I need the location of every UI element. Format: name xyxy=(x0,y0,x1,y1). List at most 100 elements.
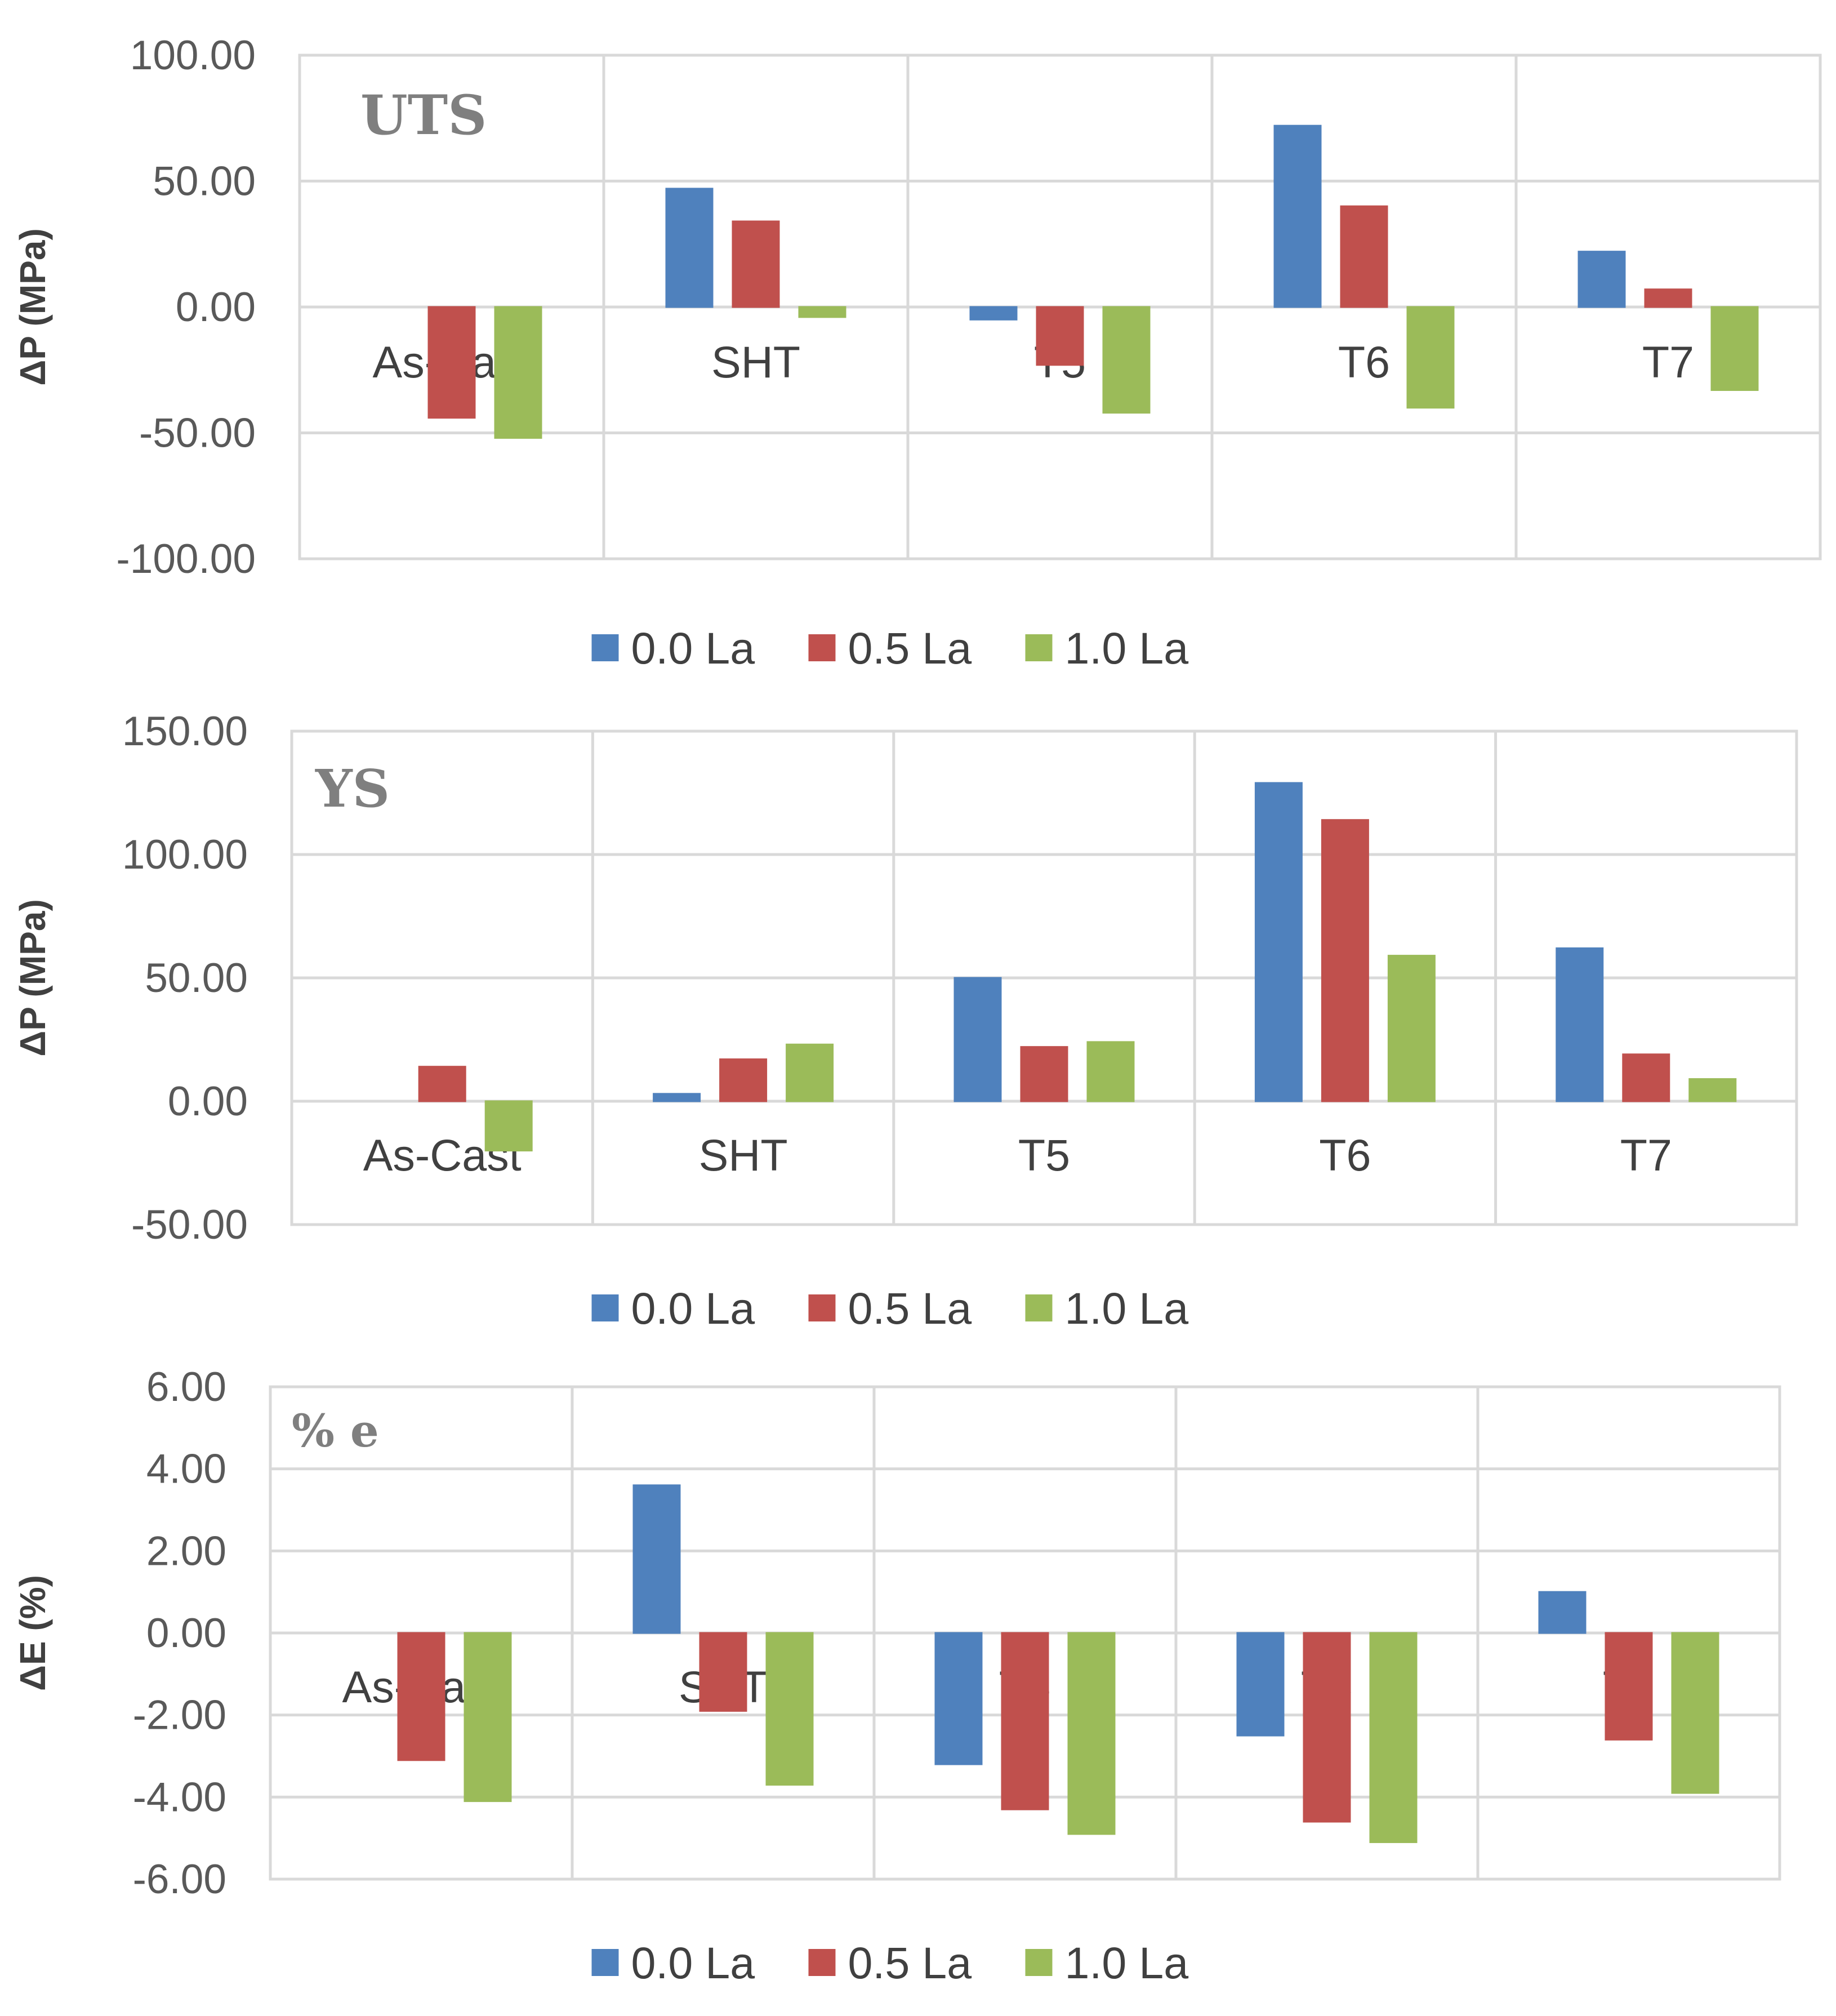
ys-bar-0-5-la-t7 xyxy=(1622,1053,1670,1102)
uts-y-tick-label: 100.00 xyxy=(130,33,256,78)
ys-y-tick-label: -50.00 xyxy=(131,1202,248,1248)
elongation-plot-frame xyxy=(269,1385,1781,1881)
uts-legend-swatch-0-5-la xyxy=(808,634,836,661)
elongation-y-tick-label: 6.00 xyxy=(146,1364,226,1410)
ys-category-label: SHT xyxy=(699,1130,788,1180)
ys-bar-0-0-la-t5 xyxy=(953,977,1002,1102)
uts-bar-0-5-la-t7 xyxy=(1644,288,1692,308)
ys-y-tick-label: 0.00 xyxy=(168,1079,248,1124)
elongation-legend-swatch-0-5-la xyxy=(808,1949,836,1976)
uts-bar-0-5-la-t6 xyxy=(1340,205,1388,308)
ys-bar-0-0-la-t7 xyxy=(1556,947,1604,1102)
ys-panel-title: YS xyxy=(315,758,390,819)
uts-category-label: SHT xyxy=(711,337,800,387)
ys-bar-0-5-la-t6 xyxy=(1321,819,1369,1102)
uts-bar-0-0-la-t7 xyxy=(1577,251,1626,308)
ys-legend-label-1-0-la: 1.0 La xyxy=(1065,1283,1189,1333)
elongation-y-tick-label: 0.00 xyxy=(146,1610,226,1656)
uts-bar-0-0-la-t5 xyxy=(969,306,1018,321)
ys-legend-swatch-0-5-la xyxy=(808,1294,836,1321)
ys-bar-0-5-la-t5 xyxy=(1020,1046,1068,1102)
elongation-legend-label-0-0-la: 0.0 La xyxy=(631,1938,755,1988)
elongation-bar-1-0-la-as-cast xyxy=(464,1632,512,1803)
uts-bar-1-0-la-sht xyxy=(798,306,846,318)
elongation-panel-title: % e xyxy=(292,1404,379,1457)
elongation-legend-swatch-0-0-la xyxy=(591,1949,619,1976)
uts-bar-0-5-la-sht xyxy=(732,220,780,308)
elongation-legend-label-0-5-la: 0.5 La xyxy=(848,1938,972,1988)
ys-y-tick-label: 100.00 xyxy=(122,832,248,878)
uts-y-tick-label: 0.00 xyxy=(176,284,256,330)
elongation-y-tick-label: 4.00 xyxy=(146,1447,226,1492)
ys-bar-0-0-la-t6 xyxy=(1254,782,1303,1102)
elongation-bar-0-0-la-t5 xyxy=(934,1632,983,1765)
elongation-legend: 0.0 La 0.5 La 1.0 La xyxy=(591,1938,1189,1988)
ys-category-label: T6 xyxy=(1319,1130,1371,1180)
uts-bar-0-5-la-t5 xyxy=(1036,306,1084,366)
uts-bar-1-0-la-t6 xyxy=(1406,306,1455,409)
elongation-y-tick-label: -6.00 xyxy=(133,1857,226,1902)
ys-bar-0-5-la-as-cast xyxy=(418,1066,466,1102)
elongation-y-tick-label: -4.00 xyxy=(133,1774,226,1820)
ys-bar-1-0-la-t7 xyxy=(1688,1078,1737,1102)
elongation-bar-1-0-la-t5 xyxy=(1067,1632,1116,1835)
uts-bar-1-0-la-t7 xyxy=(1710,306,1759,391)
ys-y-axis-label: ΔP (MPa) xyxy=(12,899,53,1057)
elongation-bar-1-0-la-sht xyxy=(765,1632,814,1786)
elongation-bar-0-5-la-as-cast xyxy=(397,1632,445,1761)
uts-bar-0-0-la-t6 xyxy=(1273,124,1322,308)
elongation-y-tick-label: -2.00 xyxy=(133,1693,226,1738)
elongation-bar-0-0-la-t7 xyxy=(1538,1591,1587,1634)
uts-panel-title: UTS xyxy=(360,83,487,147)
uts-legend: 0.0 La 0.5 La 1.0 La xyxy=(591,623,1189,673)
uts-bar-1-0-la-t5 xyxy=(1102,306,1151,414)
uts-chart: 100.0050.000.00-50.00-100.00As-CastSHTT5… xyxy=(12,33,1822,673)
elongation-chart: 6.004.002.000.00-2.00-4.00-6.00As-CastSH… xyxy=(12,1364,1781,1988)
uts-y-tick-label: -50.00 xyxy=(139,411,256,456)
ys-bar-1-0-la-t5 xyxy=(1086,1041,1135,1102)
uts-y-tick-label: -100.00 xyxy=(116,536,256,582)
elongation-bar-0-5-la-t6 xyxy=(1303,1632,1351,1823)
elongation-y-axis-label: ΔE (%) xyxy=(12,1575,53,1691)
elongation-bar-1-0-la-t7 xyxy=(1671,1632,1719,1794)
uts-bar-0-0-la-sht xyxy=(665,188,714,308)
uts-y-tick-label: 50.00 xyxy=(153,159,256,204)
elongation-y-tick-label: 2.00 xyxy=(146,1528,226,1574)
uts-plot-frame xyxy=(298,54,1822,560)
elongation-bar-0-5-la-sht xyxy=(699,1632,747,1712)
uts-legend-swatch-0-0-la xyxy=(591,634,619,661)
elongation-legend-swatch-1-0-la xyxy=(1025,1949,1053,1976)
ys-y-tick-label: 50.00 xyxy=(145,955,248,1001)
ys-legend-swatch-1-0-la xyxy=(1025,1294,1053,1321)
uts-y-axis-label: ΔP (MPa) xyxy=(12,228,53,386)
ys-bar-1-0-la-t6 xyxy=(1387,955,1436,1102)
elongation-bar-0-5-la-t5 xyxy=(1001,1632,1049,1810)
elongation-bar-0-0-la-sht xyxy=(632,1484,681,1634)
elongation-bar-0-5-la-t7 xyxy=(1605,1632,1653,1741)
uts-legend-swatch-1-0-la xyxy=(1025,634,1053,661)
ys-y-tick-label: 150.00 xyxy=(122,709,248,754)
uts-legend-label-0-5-la: 0.5 La xyxy=(848,623,972,673)
ys-category-label: T7 xyxy=(1620,1130,1672,1180)
elongation-legend-label-1-0-la: 1.0 La xyxy=(1065,1938,1189,1988)
ys-bar-1-0-la-as-cast xyxy=(484,1100,533,1152)
ys-bar-0-0-la-sht xyxy=(653,1093,701,1102)
uts-bar-1-0-la-as-cast xyxy=(494,306,542,439)
ys-legend-label-0-0-la: 0.0 La xyxy=(631,1283,755,1333)
uts-bar-0-5-la-as-cast xyxy=(427,306,476,419)
uts-legend-label-0-0-la: 0.0 La xyxy=(631,623,755,673)
ys-legend: 0.0 La 0.5 La 1.0 La xyxy=(591,1283,1189,1333)
uts-category-label: T6 xyxy=(1338,337,1390,387)
ys-legend-label-0-5-la: 0.5 La xyxy=(848,1283,972,1333)
uts-category-label: T7 xyxy=(1642,337,1694,387)
elongation-bar-0-0-la-t6 xyxy=(1236,1632,1285,1737)
ys-category-label: T5 xyxy=(1018,1130,1070,1180)
elongation-bar-1-0-la-t6 xyxy=(1369,1632,1418,1843)
ys-bar-0-5-la-sht xyxy=(719,1058,768,1102)
uts-legend-label-1-0-la: 1.0 La xyxy=(1065,623,1189,673)
ys-legend-swatch-0-0-la xyxy=(591,1294,619,1321)
ys-bar-1-0-la-sht xyxy=(786,1043,834,1102)
ys-plot-frame xyxy=(290,729,1798,1226)
